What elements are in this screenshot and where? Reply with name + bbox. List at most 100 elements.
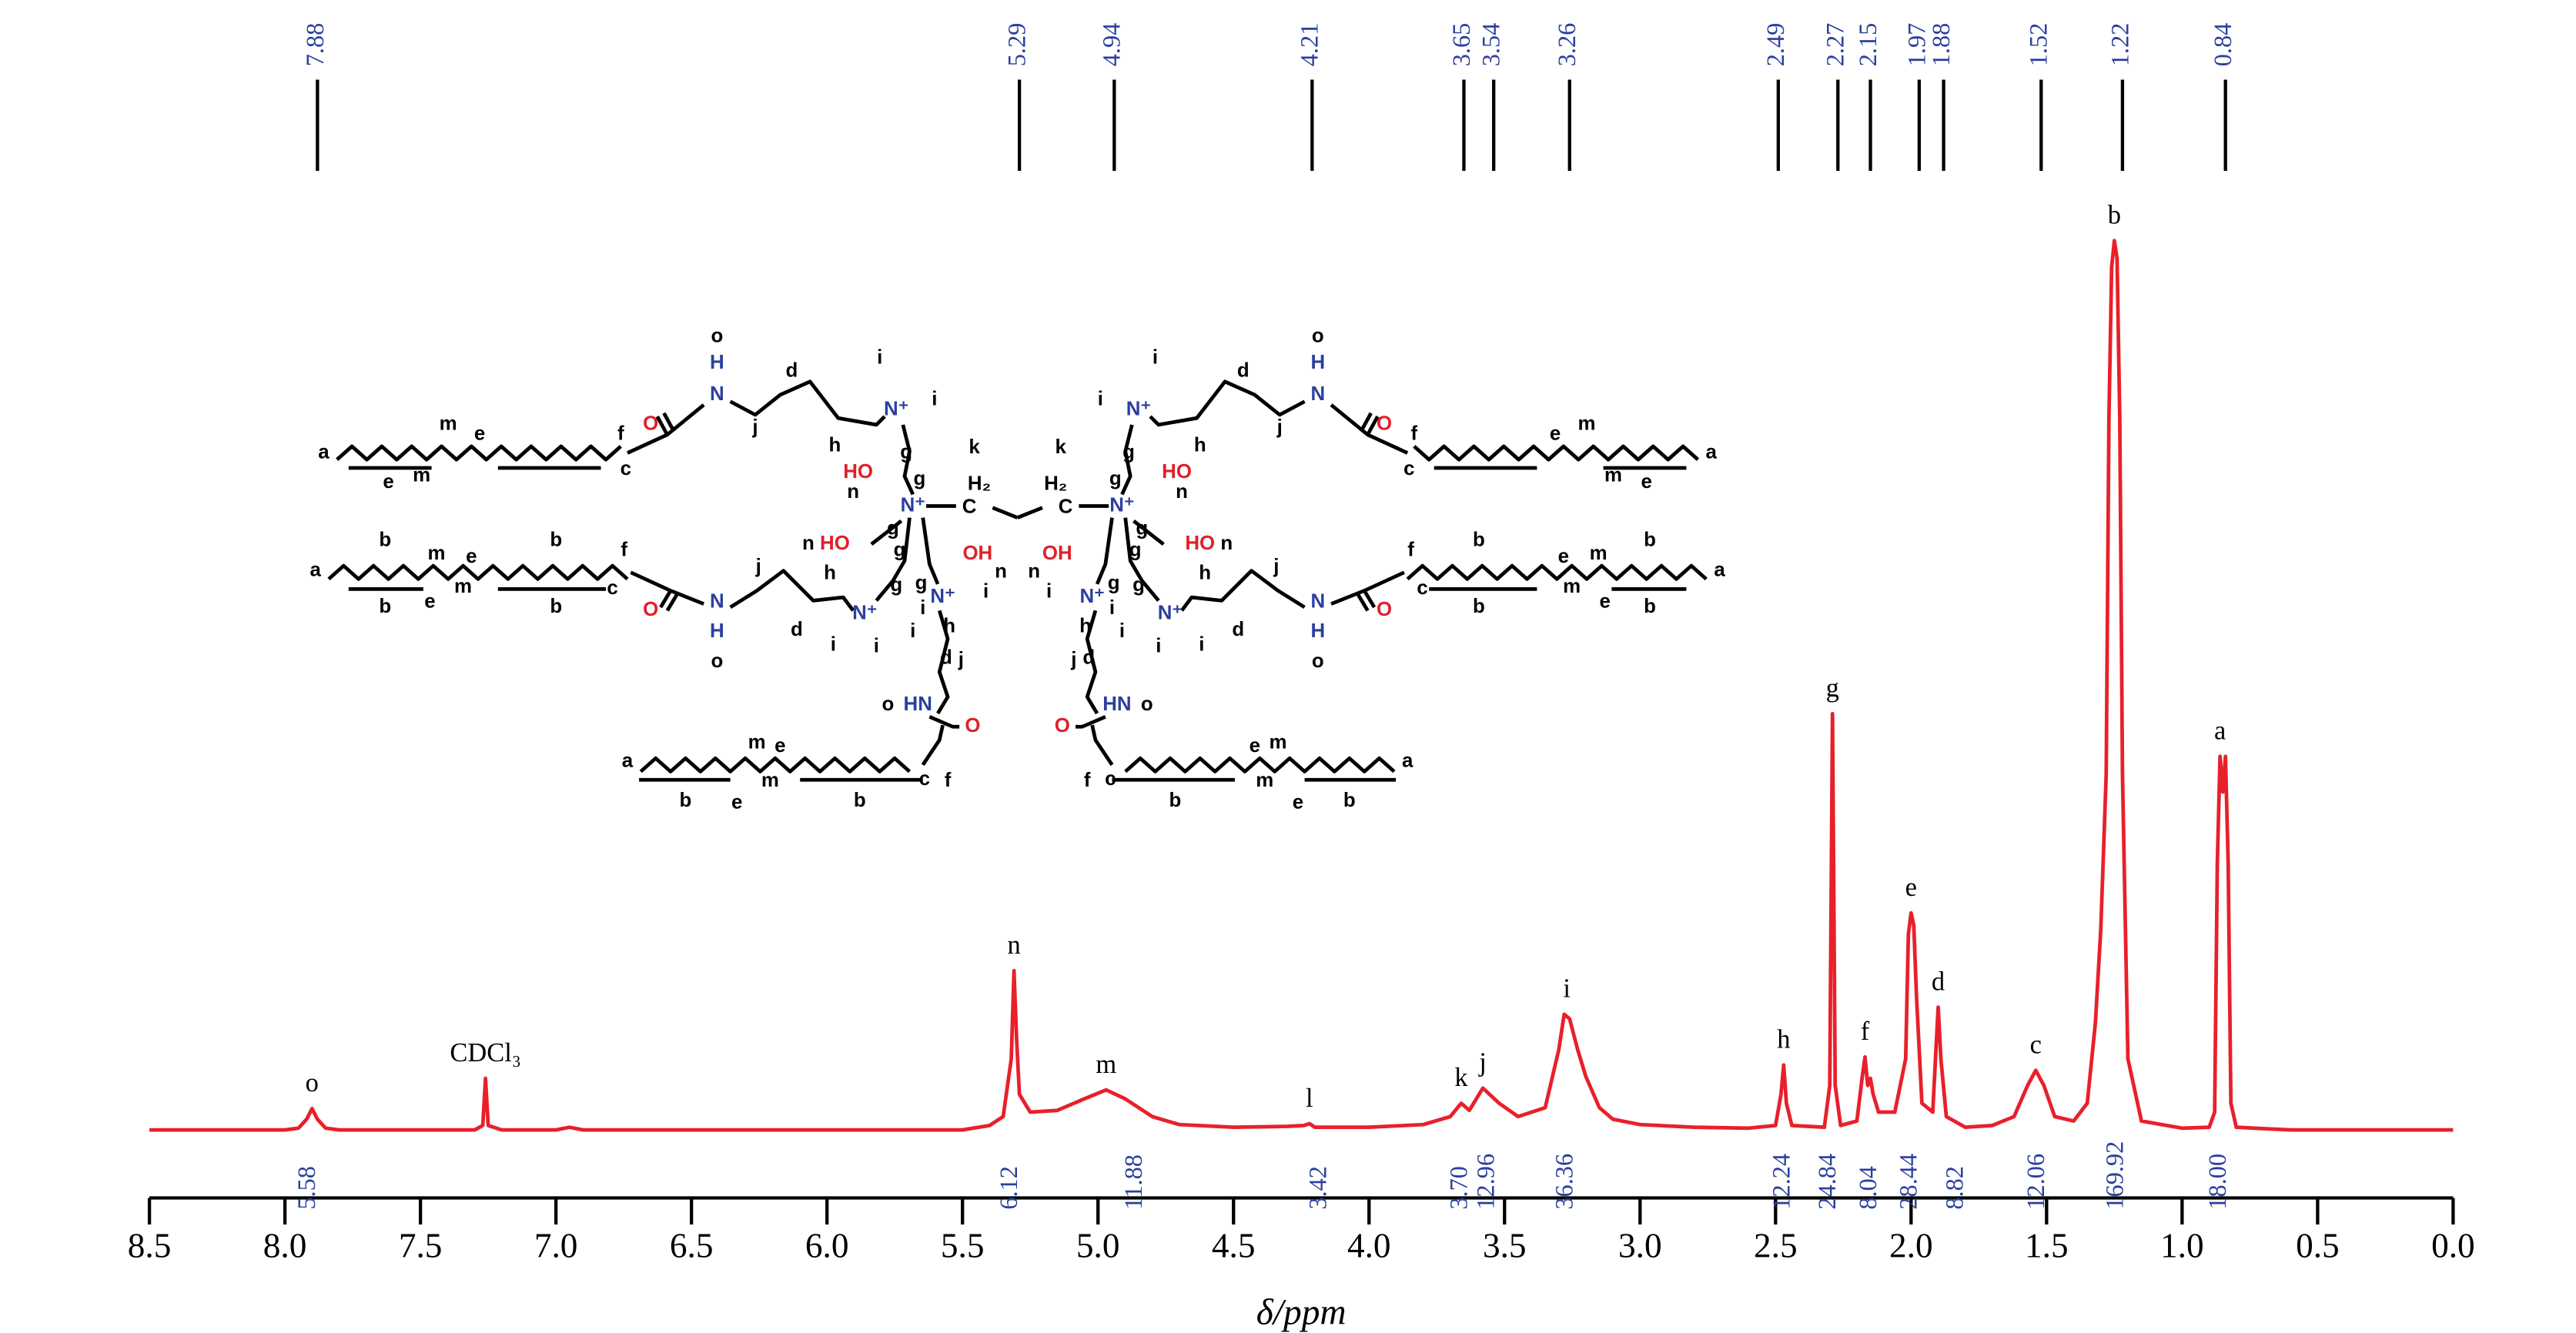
structure-label: i xyxy=(920,597,925,619)
bond xyxy=(921,517,940,585)
x-tick-label: 0.0 xyxy=(2431,1227,2475,1265)
bond xyxy=(875,517,912,602)
peak-assignment: m xyxy=(1096,1050,1116,1079)
bond xyxy=(729,569,855,612)
structure-label: c xyxy=(607,577,617,599)
structure-label: g xyxy=(914,468,926,489)
peak-assignment: CDCl₃ xyxy=(450,1038,521,1067)
structure-label: d xyxy=(791,619,803,640)
structure-label: a xyxy=(318,441,330,463)
structure-label: j xyxy=(751,416,758,438)
structure-label: n xyxy=(1028,561,1040,583)
structure-label: g xyxy=(1129,540,1142,561)
bond xyxy=(655,415,669,436)
structure-label: k xyxy=(969,436,980,458)
structure-label: i xyxy=(1153,346,1158,368)
x-tick-label: 4.0 xyxy=(1347,1227,1391,1265)
structure-label: m xyxy=(1270,732,1287,753)
structure-label: d xyxy=(786,360,798,382)
bond xyxy=(1366,415,1380,436)
structure-label: b xyxy=(550,530,562,551)
bond xyxy=(1356,593,1370,612)
structure-label: H xyxy=(710,352,724,373)
structure-label: o xyxy=(711,650,723,672)
structure-label: f xyxy=(945,770,952,791)
bond xyxy=(928,715,960,729)
integral-label: 11.88 xyxy=(1119,1154,1147,1210)
peak-assignment: f xyxy=(1861,1017,1870,1046)
structure-label: O xyxy=(965,715,980,737)
bond xyxy=(1016,506,1043,520)
structure-label: d xyxy=(940,647,952,669)
structure-label: e xyxy=(466,546,477,567)
structure-label: k xyxy=(1055,436,1066,458)
integral-label: 3.42 xyxy=(1303,1166,1331,1210)
structure-label: N⁺ xyxy=(930,586,955,607)
structure-label: m xyxy=(440,413,457,435)
structure-label: a xyxy=(309,559,321,580)
structure-label: m xyxy=(454,576,472,597)
structure-label: m xyxy=(1604,465,1622,486)
x-tick-label: 0.5 xyxy=(2296,1227,2340,1265)
structure-label: b xyxy=(1644,530,1656,551)
peak-label: 2.49 xyxy=(1761,23,1789,67)
peak-label: 3.54 xyxy=(1477,23,1505,67)
structure-label: N⁺ xyxy=(1126,398,1151,419)
bond xyxy=(1180,569,1306,612)
bond xyxy=(659,590,673,609)
structure-label: e xyxy=(1641,471,1651,493)
structure-label: a xyxy=(622,750,634,771)
bond xyxy=(336,444,622,462)
structure-label: a xyxy=(1402,750,1413,771)
structure-label: b xyxy=(1473,530,1485,551)
structure-label: o xyxy=(1312,650,1324,672)
structure-label: e xyxy=(731,791,742,813)
peak-assignment: d xyxy=(1932,967,1945,996)
integral-label: 18.00 xyxy=(2203,1154,2231,1210)
peak-label: 5.29 xyxy=(1003,23,1031,67)
structure-label: m xyxy=(428,543,446,564)
structure-label: d xyxy=(1232,619,1244,640)
structure-label: OH xyxy=(1042,543,1072,564)
structure-label: H₂ xyxy=(968,473,991,494)
peak-assignment: o xyxy=(306,1068,319,1097)
structure-label: i xyxy=(877,346,882,368)
x-tick-label: 5.0 xyxy=(1076,1227,1120,1265)
bond xyxy=(1406,563,1708,581)
structure-label: N⁺ xyxy=(1079,586,1104,607)
structure-label: N xyxy=(1310,590,1325,612)
structure-label: m xyxy=(761,770,779,791)
structure-label: c xyxy=(1403,458,1414,479)
bond xyxy=(1095,517,1114,585)
structure-label: m xyxy=(1563,576,1581,597)
bond xyxy=(992,506,1019,520)
peak-label: 2.15 xyxy=(1854,23,1882,67)
structure-label: h xyxy=(943,616,955,637)
structure-label: g xyxy=(1108,573,1120,594)
structure-label: h xyxy=(829,435,841,456)
x-tick-label: 7.0 xyxy=(534,1227,578,1265)
x-tick-label: 8.5 xyxy=(128,1227,172,1265)
structure-label: N xyxy=(710,590,724,612)
structure-label: c xyxy=(1105,768,1116,790)
peak-assignment: k xyxy=(1454,1063,1468,1092)
structure-label: f xyxy=(617,423,624,445)
integral-label: 28.44 xyxy=(1895,1154,1922,1210)
structure-label: i xyxy=(910,620,915,642)
peak-label: 0.84 xyxy=(2209,23,2236,67)
peak-label: 1.52 xyxy=(2025,23,2052,67)
structure-label: c xyxy=(621,458,631,479)
structure-label: i xyxy=(1156,636,1161,657)
peak-assignment: b xyxy=(2108,200,2121,229)
structure-label: HO xyxy=(843,461,873,483)
structure-label: b xyxy=(1343,790,1356,811)
structure-label: g xyxy=(1109,468,1122,489)
structure-label: f xyxy=(1407,540,1414,561)
structure-label: b xyxy=(1169,790,1182,811)
peak-assignment: n xyxy=(1007,930,1020,960)
bond xyxy=(639,756,912,773)
structure-label: b xyxy=(1473,596,1485,617)
integral-label: 6.12 xyxy=(995,1166,1022,1210)
structure-label: N⁺ xyxy=(852,602,877,623)
structure-label: N⁺ xyxy=(884,398,908,419)
